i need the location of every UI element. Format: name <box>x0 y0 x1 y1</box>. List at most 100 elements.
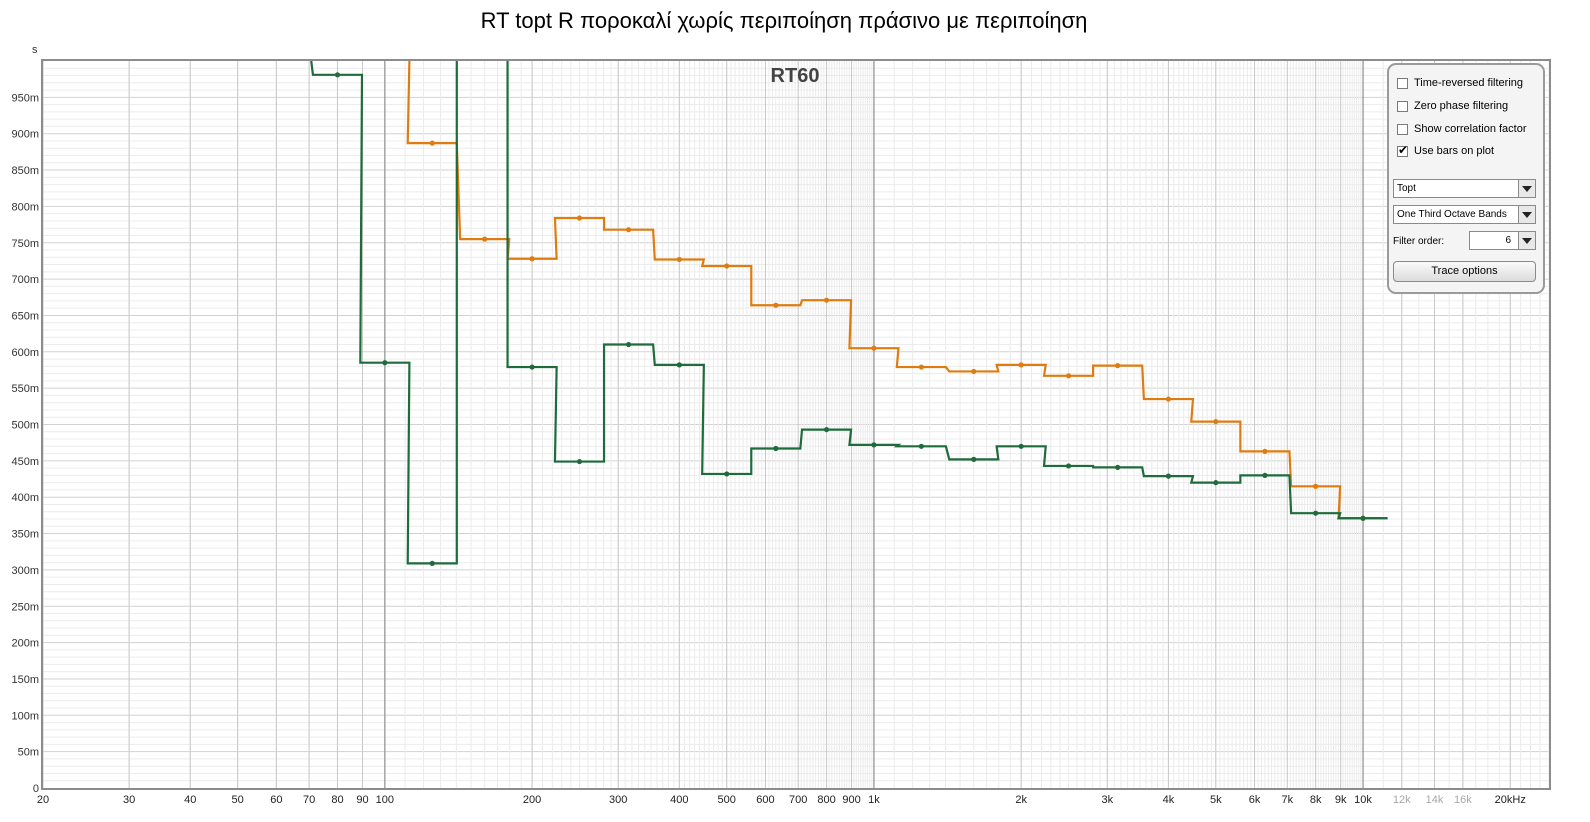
series-point <box>773 445 779 452</box>
zero-phase-filtering-checkbox[interactable]: Zero phase filtering <box>1397 98 1508 114</box>
plot-frame <box>41 59 1551 790</box>
analysis-options-panel: Time-reversed filtering Zero phase filte… <box>1387 63 1545 294</box>
series-point <box>676 256 682 263</box>
x-tick-label: 4k <box>1163 794 1175 806</box>
x-tick-label: 400 <box>670 794 688 806</box>
x-tick-label: 90 <box>356 794 368 806</box>
checkbox-label: Zero phase filtering <box>1414 100 1509 112</box>
series-line <box>406 60 1388 520</box>
y-tick-label: 200m <box>11 638 39 650</box>
page-title: RT topt R ποροκαλί χωρίς περιποίηση πράσ… <box>480 8 1088 33</box>
band-resolution-select[interactable]: One Third Octave Bands <box>1393 205 1536 224</box>
x-tick-label: 70 <box>303 794 315 806</box>
series-point <box>1018 362 1024 368</box>
series-point <box>1018 443 1024 449</box>
use-bars-on-plot-checkbox[interactable]: Use bars on plot <box>1397 143 1494 159</box>
series-point <box>576 458 583 465</box>
checkbox-box[interactable] <box>1397 77 1408 89</box>
filter-order-select[interactable]: 6 <box>1469 231 1536 250</box>
series-point <box>625 341 632 348</box>
series-point <box>529 364 535 370</box>
trace-options-button[interactable]: Trace options <box>1393 261 1536 282</box>
chart-subtitle: RT60 <box>771 65 820 87</box>
x-tick-label: 200 <box>523 794 541 806</box>
y-tick-label: 950m <box>11 92 39 104</box>
x-tick-label: 16k <box>1454 794 1472 806</box>
series-point <box>823 297 830 303</box>
x-tick-label: 40 <box>184 794 196 806</box>
x-tick-label: 8k <box>1310 794 1322 806</box>
series-point <box>1313 483 1319 489</box>
y-tick-label: 800m <box>11 201 39 213</box>
y-tick-label: 550m <box>11 383 39 395</box>
series-point <box>1262 472 1268 478</box>
x-tick-label: 1k <box>868 794 880 806</box>
filter-order-value: 6 <box>1505 235 1511 246</box>
minor-grid <box>42 61 1550 788</box>
time-reversed-filtering-checkbox[interactable]: Time-reversed filtering <box>1397 75 1523 91</box>
checkbox-box[interactable] <box>1397 100 1408 112</box>
series-point <box>334 72 341 78</box>
y-axis-label: s <box>32 44 38 56</box>
x-tick-label: 10k <box>1354 794 1372 806</box>
show-correlation-factor-checkbox[interactable]: Show correlation factor <box>1397 121 1527 137</box>
x-tick-label: 7k <box>1281 794 1293 806</box>
x-tick-label: 2k <box>1015 794 1027 806</box>
x-tick-label: 9k <box>1335 794 1347 806</box>
y-tick-label: 700m <box>11 274 39 286</box>
chevron-down-icon[interactable] <box>1518 180 1535 197</box>
series-point <box>676 362 682 368</box>
series-point <box>773 302 779 308</box>
series-point <box>918 364 924 370</box>
series-point <box>625 227 632 233</box>
x-tick-label: 600 <box>756 794 774 806</box>
series-point <box>1262 448 1268 454</box>
y-tick-label: 500m <box>11 420 39 432</box>
x-tick-label: 20 <box>37 794 49 806</box>
y-tick-label: 300m <box>11 565 39 577</box>
series-point <box>871 442 877 448</box>
x-tick-label: 30 <box>123 794 135 806</box>
series-point <box>1313 510 1319 516</box>
checkbox-label: Time-reversed filtering <box>1414 77 1524 89</box>
series-point <box>1213 418 1219 425</box>
series-point <box>1360 515 1366 521</box>
x-tick-label: 900 <box>842 794 860 806</box>
y-tick-label: 100m <box>11 710 39 722</box>
x-tick-label: 800 <box>817 794 835 806</box>
chevron-down-icon[interactable] <box>1518 232 1535 249</box>
select-value: Topt <box>1397 183 1416 194</box>
y-tick-label: 600m <box>11 347 39 359</box>
x-tick-label: 700 <box>789 794 807 806</box>
x-tick-label: 100 <box>376 794 394 806</box>
series-point <box>823 426 830 433</box>
checkbox-box[interactable] <box>1397 143 1408 157</box>
x-tick-label: 50 <box>232 794 244 806</box>
y-tick-label: 750m <box>11 238 39 250</box>
y-tick-label: 400m <box>11 492 39 504</box>
x-tick-label: 80 <box>331 794 343 806</box>
x-tick-label: 60 <box>270 794 282 806</box>
decay-type-select[interactable]: Topt <box>1393 179 1536 198</box>
series-point <box>971 456 977 462</box>
checkbox-label: Show correlation factor <box>1414 123 1527 135</box>
series-layer <box>310 60 1388 566</box>
y-tick-label: 50m <box>18 747 39 759</box>
checkbox-label: Use bars on plot <box>1414 145 1495 157</box>
y-tick-label: 650m <box>11 310 39 322</box>
checkbox-box[interactable] <box>1397 123 1408 135</box>
y-tick-label: 350m <box>11 529 39 541</box>
series-point <box>1165 396 1172 402</box>
chevron-down-icon[interactable] <box>1518 206 1535 223</box>
series-point <box>724 263 730 269</box>
series-point <box>971 368 977 375</box>
series-point <box>724 471 730 477</box>
series-point <box>429 560 435 566</box>
series-point <box>918 443 924 449</box>
x-tick-label: 12k <box>1393 794 1411 806</box>
series-point <box>1065 463 1072 469</box>
major-grid <box>42 61 1511 788</box>
x-tick-label: 3k <box>1101 794 1113 806</box>
x-tick-label: 20kHz <box>1495 794 1526 806</box>
